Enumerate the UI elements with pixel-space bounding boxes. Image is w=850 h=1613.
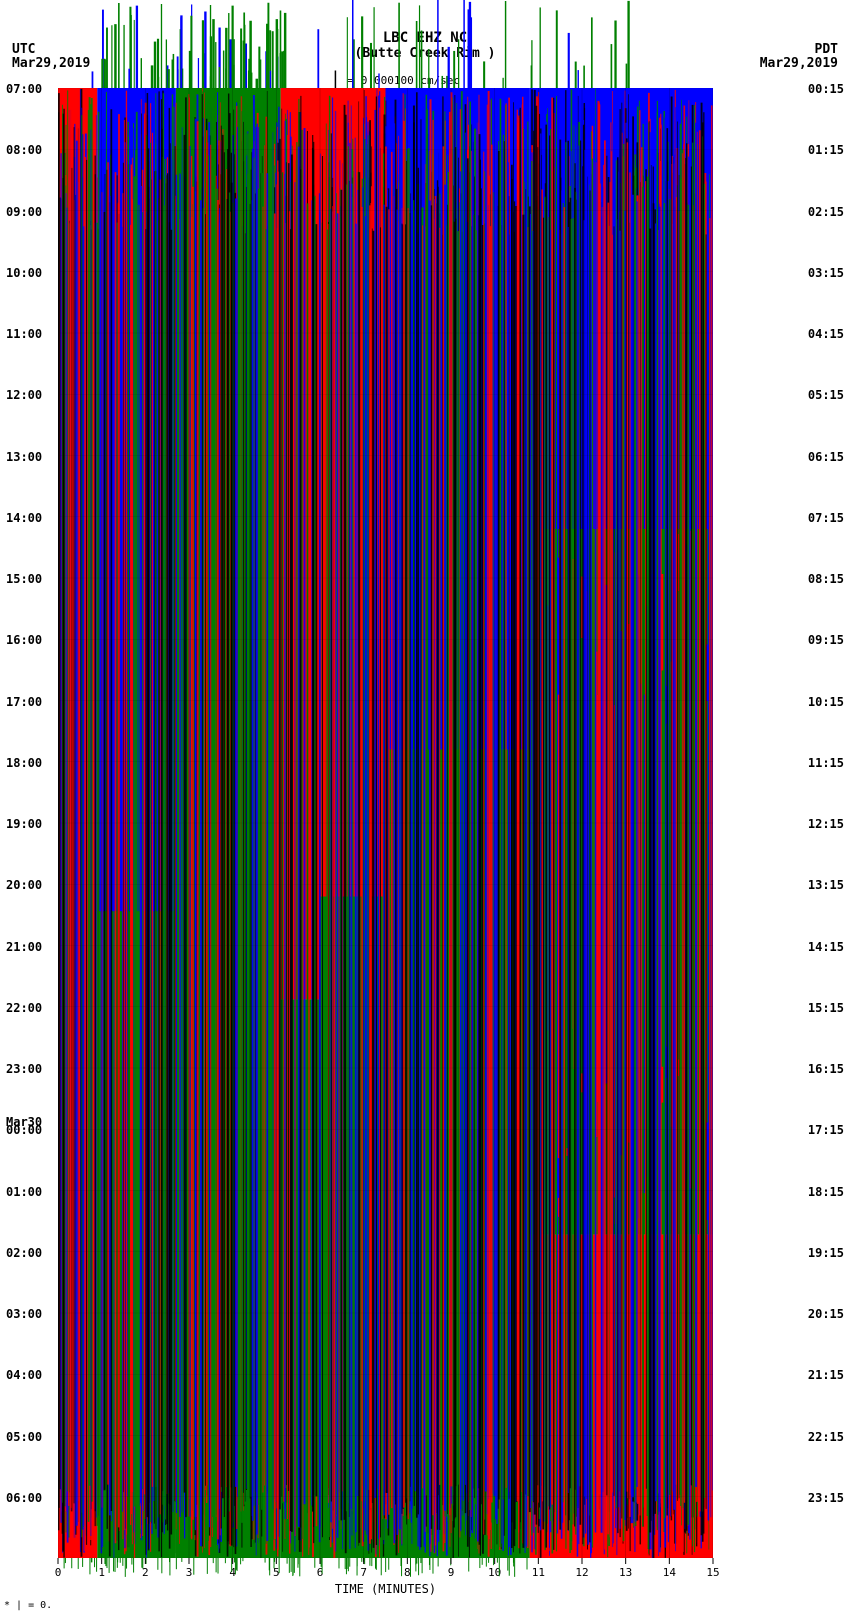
right-time: 06:15 xyxy=(808,450,844,464)
left-time: 08:00 xyxy=(6,143,42,157)
footer-text: * | = 0. xyxy=(4,1600,52,1611)
left-time: 18:00 xyxy=(6,756,42,770)
left-time: 17:00 xyxy=(6,695,42,709)
right-time: 15:15 xyxy=(808,1001,844,1015)
right-time: 01:15 xyxy=(808,143,844,157)
left-time: 19:00 xyxy=(6,817,42,831)
left-time: 10:00 xyxy=(6,266,42,280)
right-time: 20:15 xyxy=(808,1307,844,1321)
right-time: 23:15 xyxy=(808,1491,844,1505)
right-time: 08:15 xyxy=(808,572,844,586)
left-time: 04:00 xyxy=(6,1368,42,1382)
left-time: 02:00 xyxy=(6,1246,42,1260)
left-time: 03:00 xyxy=(6,1307,42,1321)
right-time: 07:15 xyxy=(808,511,844,525)
right-time: 19:15 xyxy=(808,1246,844,1260)
right-time: 22:15 xyxy=(808,1430,844,1444)
right-time: 17:15 xyxy=(808,1123,844,1137)
right-time: 18:15 xyxy=(808,1185,844,1199)
right-time: 16:15 xyxy=(808,1062,844,1076)
left-time: 14:00 xyxy=(6,511,42,525)
top-overflow-spikes xyxy=(0,0,850,88)
right-time: 05:15 xyxy=(808,388,844,402)
left-time: 16:00 xyxy=(6,633,42,647)
left-time: 05:00 xyxy=(6,1430,42,1444)
left-time: 21:00 xyxy=(6,940,42,954)
right-time: 03:15 xyxy=(808,266,844,280)
left-time: 00:00 xyxy=(6,1123,42,1137)
right-time: 11:15 xyxy=(808,756,844,770)
left-time: 09:00 xyxy=(6,205,42,219)
right-time: 21:15 xyxy=(808,1368,844,1382)
right-time: 14:15 xyxy=(808,940,844,954)
left-time: 22:00 xyxy=(6,1001,42,1015)
left-time: 06:00 xyxy=(6,1491,42,1505)
left-time: 11:00 xyxy=(6,327,42,341)
right-time: 04:15 xyxy=(808,327,844,341)
left-time: 13:00 xyxy=(6,450,42,464)
right-time: 12:15 xyxy=(808,817,844,831)
right-time: 09:15 xyxy=(808,633,844,647)
left-time: 20:00 xyxy=(6,878,42,892)
bottom-overflow-spikes xyxy=(0,1558,850,1588)
seismogram-plot xyxy=(58,88,713,1558)
right-time: 10:15 xyxy=(808,695,844,709)
right-time: 02:15 xyxy=(808,205,844,219)
right-time: 13:15 xyxy=(808,878,844,892)
left-time: 12:00 xyxy=(6,388,42,402)
left-time: 01:00 xyxy=(6,1185,42,1199)
left-time: 23:00 xyxy=(6,1062,42,1076)
left-time: 15:00 xyxy=(6,572,42,586)
